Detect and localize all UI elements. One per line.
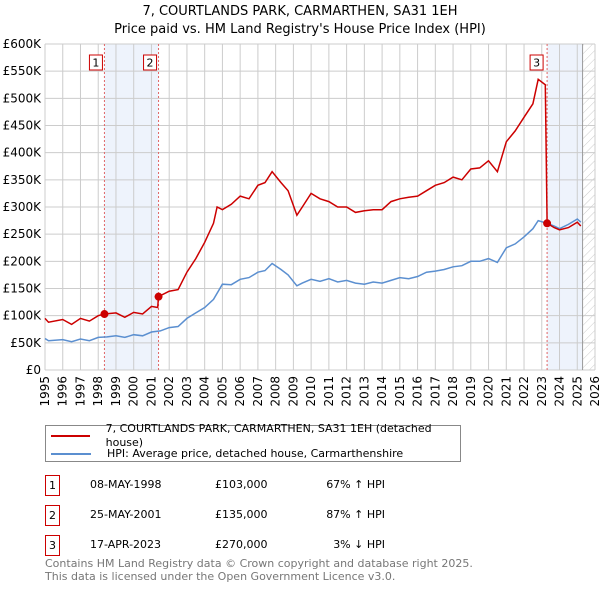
- sale-marker-label: 3: [45, 535, 60, 556]
- hpi-line: [44, 218, 582, 343]
- sale-label-box: [143, 54, 158, 71]
- sale-label: 1: [92, 57, 99, 70]
- title-line-2: Price paid vs. HM Land Registry's House …: [114, 22, 486, 37]
- x-tick-label: 2015: [393, 376, 407, 407]
- x-tick-label: 2009: [286, 376, 300, 407]
- price-chart: 1995 1996 1997 1998 1999 2000 2001 2002 2003 2004…: [3, 37, 600, 407]
- x-tick-label: 2016: [411, 376, 425, 407]
- x-tick-label: 2025: [570, 376, 584, 407]
- x-tick-label: 1995: [38, 376, 52, 407]
- x-tick-label: 1996: [56, 376, 70, 407]
- x-tick-label: 2026: [588, 376, 600, 407]
- legend-swatch-hpi: [51, 452, 91, 455]
- x-tick-label: 2011: [322, 376, 336, 407]
- x-tick-label: 2000: [127, 376, 141, 407]
- footer-licence: This data is licensed under the Open Gov…: [45, 570, 396, 583]
- sale-hpi-diff: 3% ↓ HPI: [333, 538, 385, 551]
- x-tick-label: 2001: [144, 376, 158, 407]
- footer-copyright: Contains HM Land Registry data © Crown c…: [45, 557, 473, 570]
- chart-title: 7, COURTLANDS PARK, CARMARTHEN, SA31 1EH…: [0, 3, 600, 39]
- title-line-1: 7, COURTLANDS PARK, CARMARTHEN, SA31 1EH: [142, 4, 458, 19]
- x-tick-label: 2012: [340, 376, 354, 407]
- sale-date: 17-APR-2023: [90, 538, 162, 551]
- sale-label-box: [529, 54, 544, 71]
- x-tick-label: 2013: [357, 376, 371, 407]
- x-tick-label: 2003: [180, 376, 194, 407]
- x-tick-label: 2008: [269, 376, 283, 407]
- x-tick-label: 1997: [73, 376, 87, 407]
- legend-label: HPI: Average price, detached house, Carm…: [107, 446, 404, 460]
- legend-item-hpi: HPI: Average price, detached house, Carm…: [46, 445, 460, 462]
- sale-price: £270,000: [215, 538, 268, 551]
- sale-hpi-diff: 67% ↑ HPI: [326, 478, 385, 491]
- x-tick-label: 2024: [553, 376, 567, 407]
- x-tick-label: 2004: [198, 376, 212, 407]
- y-tick-label: £200K: [3, 254, 43, 268]
- y-tick-label: £400K: [3, 146, 43, 160]
- y-tick-label: £250K: [3, 227, 43, 241]
- sale-marker-label: 1: [45, 475, 60, 496]
- footer: Contains HM Land Registry data © Crown c…: [45, 557, 473, 583]
- x-tick-label: 2002: [162, 376, 176, 407]
- y-tick-label: £350K: [3, 173, 43, 187]
- x-tick-label: 2021: [499, 376, 513, 407]
- y-tick-label: £500K: [3, 91, 43, 105]
- y-tick-label: £100K: [3, 309, 43, 323]
- legend-label: 7, COURTLANDS PARK, CARMARTHEN, SA31 1EH…: [105, 421, 432, 449]
- y-tick-label: £0: [26, 363, 41, 377]
- x-tick-label: 2014: [375, 376, 389, 407]
- x-tick-label: 2017: [428, 376, 442, 407]
- legend: 7, COURTLANDS PARK, CARMARTHEN, SA31 1EH…: [45, 422, 461, 462]
- x-tick-label: 1998: [91, 376, 105, 407]
- y-tick-label: £50K: [10, 336, 42, 350]
- x-tick-label: 2010: [304, 376, 318, 407]
- y-tick-label: £600K: [3, 37, 43, 51]
- y-tick-label: £300K: [3, 200, 43, 214]
- sale-label-box: [88, 54, 103, 71]
- x-tick-label: 2018: [446, 376, 460, 407]
- sale-label: 2: [147, 57, 154, 70]
- x-tick-label: 2022: [517, 376, 531, 407]
- x-tick-label: 2020: [482, 376, 496, 407]
- property-price-line: [44, 77, 582, 326]
- sale-point: [543, 219, 552, 228]
- y-tick-label: £150K: [3, 282, 43, 296]
- sale-point: [100, 310, 109, 319]
- y-tick-label: £550K: [3, 64, 43, 78]
- x-tick-label: 1999: [109, 376, 123, 407]
- sale-hpi-diff: 87% ↑ HPI: [326, 508, 385, 521]
- sale-marker-label: 2: [45, 505, 60, 526]
- legend-swatch-property: [51, 434, 90, 437]
- sale-date: 25-MAY-2001: [90, 508, 162, 521]
- x-tick-label: 2023: [535, 376, 549, 407]
- x-tick-label: 2006: [233, 376, 247, 407]
- sale-price: £135,000: [215, 508, 268, 521]
- legend-item-property: 7, COURTLANDS PARK, CARMARTHEN, SA31 1EH…: [46, 422, 460, 449]
- x-tick-label: 2007: [251, 376, 265, 407]
- sale-price: £103,000: [215, 478, 268, 491]
- y-tick-label: £450K: [3, 119, 43, 133]
- sale-label: 3: [533, 57, 540, 70]
- sale-date: 08-MAY-1998: [90, 478, 162, 491]
- x-tick-label: 2019: [464, 376, 478, 407]
- sale-point: [154, 292, 163, 301]
- x-tick-label: 2005: [215, 376, 229, 407]
